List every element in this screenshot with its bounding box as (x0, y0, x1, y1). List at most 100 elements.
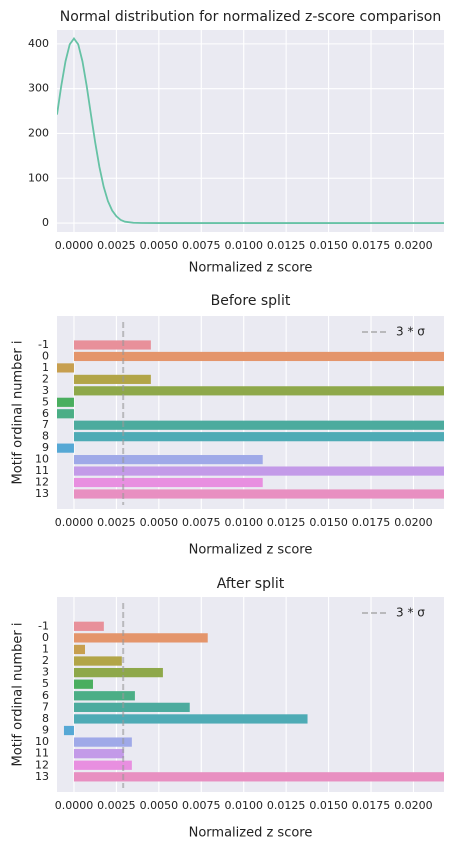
y-tick-label: 5 (42, 677, 49, 690)
plot-area (57, 322, 444, 505)
y-axis-label: Motif ordinal number i (11, 623, 26, 767)
y-tick-label: 300 (28, 82, 49, 95)
bar (73, 737, 132, 747)
x-tick-label: 0.0000 (55, 239, 94, 252)
y-tick-label: 9 (42, 441, 49, 454)
y-tick-label: -1 (38, 338, 49, 351)
y-tick-label: 0 (42, 216, 49, 229)
bar (57, 363, 74, 373)
x-tick-label: 0.0050 (140, 516, 179, 529)
x-tick-label: 0.0050 (140, 239, 179, 252)
x-tick-label: 0.0100 (224, 799, 263, 812)
line (57, 36, 444, 224)
bar (73, 702, 190, 712)
y-tick-label: 3 (42, 384, 49, 397)
y-tick-label: 10 (35, 453, 49, 466)
bar (73, 374, 151, 384)
chart-title: Normal distribution for normalized z-sco… (60, 9, 442, 25)
y-tick-label: 1 (42, 361, 49, 374)
bar (73, 351, 444, 362)
x-tick-label: 0.0075 (182, 516, 221, 529)
y-tick-label: 11 (35, 747, 49, 760)
legend-label: 3 * σ (396, 606, 425, 620)
y-tick-label: 13 (35, 770, 49, 783)
bar (73, 691, 135, 701)
x-tick-label: 0.0025 (97, 799, 136, 812)
y-tick-label: 10 (35, 735, 49, 748)
x-tick-label: 0.0175 (352, 799, 391, 812)
x-tick-label: 0.0075 (182, 239, 221, 252)
bar (73, 340, 151, 350)
y-tick-label: 3 (42, 666, 49, 679)
y-axis-label: Motif ordinal number i (11, 341, 26, 485)
x-tick-label: 0.0200 (394, 516, 433, 529)
y-tick-label: 0 (42, 349, 49, 362)
x-axis-label: Normalized z score (189, 543, 313, 558)
y-tick-label: 1 (42, 642, 49, 655)
plot-area (63, 603, 444, 788)
x-tick-label: 0.0100 (224, 239, 263, 252)
y-tick-label: 8 (42, 712, 49, 725)
y-tick-label: 7 (42, 700, 49, 713)
chart-title: After split (217, 576, 285, 592)
bar (73, 386, 444, 396)
x-axis-label: Normalized z score (189, 826, 313, 841)
x-tick-label: 0.0025 (97, 516, 136, 529)
bar (73, 477, 263, 488)
bar (57, 409, 74, 419)
x-tick-label: 0.0200 (394, 799, 433, 812)
x-tick-label: 0.0175 (352, 239, 391, 252)
bar (73, 760, 132, 770)
y-tick-label: 12 (35, 758, 49, 771)
legend: 3 * σ (362, 606, 425, 620)
bar (73, 667, 163, 678)
bar (73, 714, 308, 724)
y-tick-label: 13 (35, 487, 49, 500)
subplot: After split Normalized z score 0.0000 0.002… (11, 576, 444, 841)
bar (73, 455, 263, 465)
y-tick-label: 9 (42, 724, 49, 737)
x-tick-label: 0.0025 (97, 239, 136, 252)
bar (73, 644, 86, 655)
x-tick-label: 0.0150 (309, 239, 348, 252)
y-tick-label: -1 (38, 619, 49, 632)
y-tick-label: 0 (42, 631, 49, 644)
plot-area (57, 36, 444, 224)
y-tick-label: 2 (42, 654, 49, 667)
bar (73, 656, 122, 666)
y-tick-label: 100 (28, 171, 49, 184)
bar (73, 466, 444, 476)
bar (73, 633, 208, 643)
x-tick-label: 0.0150 (309, 516, 348, 529)
legend: 3 * σ (362, 325, 425, 339)
y-tick-label: 2 (42, 372, 49, 385)
y-tick-label: 6 (42, 407, 49, 420)
x-tick-label: 0.0125 (267, 239, 306, 252)
bar (73, 772, 444, 782)
y-tick-label: 11 (35, 464, 49, 477)
x-tick-label: 0.0125 (267, 799, 306, 812)
x-tick-label: 0.0125 (267, 516, 306, 529)
chart-title: Before split (211, 293, 291, 309)
plot-background (57, 30, 444, 232)
bar (73, 489, 444, 499)
bar (63, 725, 74, 736)
bar (57, 397, 74, 407)
bar (73, 420, 444, 430)
x-tick-label: 0.0050 (140, 799, 179, 812)
bar (73, 621, 104, 631)
y-tick-label: 7 (42, 418, 49, 431)
x-tick-label: 0.0200 (394, 239, 433, 252)
x-tick-label: 0.0150 (309, 799, 348, 812)
bar (73, 679, 93, 689)
y-tick-label: 200 (28, 126, 49, 139)
x-tick-label: 0.0175 (352, 516, 391, 529)
bar (73, 432, 444, 442)
y-tick-label: 8 (42, 430, 49, 443)
x-axis-label: Normalized z score (189, 261, 313, 276)
x-tick-label: 0.0100 (224, 516, 263, 529)
legend-label: 3 * σ (396, 325, 425, 339)
bar (73, 749, 124, 759)
